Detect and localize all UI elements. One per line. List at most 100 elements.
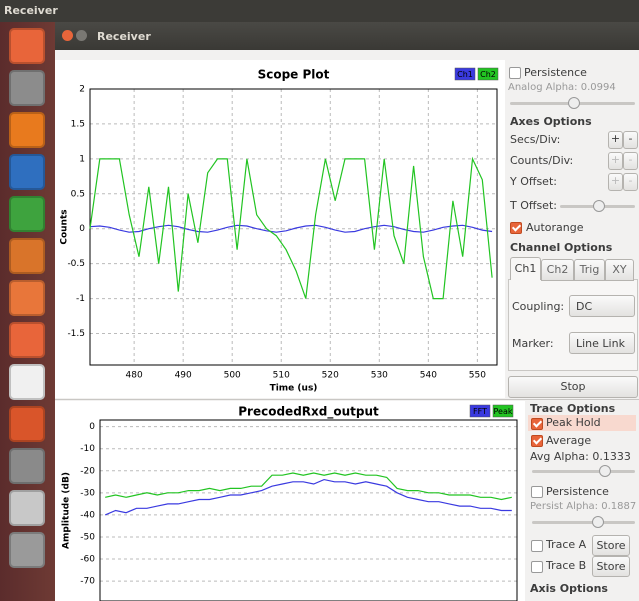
tab[interactable]: Ch2 (541, 259, 574, 281)
highlight (528, 415, 636, 431)
plus-button[interactable]: + (608, 173, 623, 191)
series-line (89, 224, 493, 233)
launcher-icon[interactable] (9, 364, 45, 400)
y-axis-label: Counts (60, 209, 70, 244)
label: Marker: (512, 337, 554, 350)
launcher-icon[interactable] (9, 448, 45, 484)
checkbox[interactable] (531, 561, 543, 573)
stop-button[interactable]: Stop (508, 376, 638, 398)
label: Persistence (546, 485, 609, 498)
y-tick-label: 0.5 (71, 189, 85, 199)
section-title: Axis Options (530, 582, 608, 595)
y-tick-label: 2 (79, 85, 85, 95)
legend-label: Ch2 (480, 70, 496, 79)
x-tick-label: 510 (273, 371, 290, 381)
checkbox[interactable] (531, 435, 543, 447)
checkbox[interactable] (531, 540, 543, 552)
close-button[interactable] (62, 30, 73, 41)
tab[interactable]: Trig (574, 259, 605, 281)
legend-label: Ch1 (457, 70, 473, 79)
y-tick-label: -1 (76, 294, 85, 304)
x-axis-label: Time (us) (270, 384, 318, 394)
label: Avg Alpha: 0.1333 (530, 450, 631, 463)
combobox[interactable]: DC (569, 295, 635, 317)
legend-label: Peak (494, 407, 513, 416)
y-tick-label: -60 (80, 555, 95, 565)
slider[interactable] (532, 516, 635, 528)
slider-knob[interactable] (568, 97, 580, 109)
launcher-icon[interactable] (9, 238, 45, 274)
minus-button[interactable]: - (623, 152, 638, 170)
plus-button[interactable]: + (608, 152, 623, 170)
scope-plot-bg (55, 60, 505, 398)
x-tick-label: 480 (126, 371, 143, 381)
launcher-icon[interactable] (9, 70, 45, 106)
checkbox[interactable] (509, 67, 521, 79)
plus-button[interactable]: + (608, 131, 623, 149)
label: Average (546, 434, 592, 447)
launcher-icon[interactable] (9, 196, 45, 232)
launcher-icon[interactable] (9, 154, 45, 190)
slider-knob[interactable] (592, 516, 604, 528)
y-axis-label: Amplitude (dB) (62, 472, 72, 549)
x-tick-label: 520 (322, 371, 339, 381)
section-title: Trace Options (530, 402, 616, 415)
x-tick-label: 550 (469, 371, 486, 381)
x-tick-label: 530 (371, 371, 388, 381)
window-title: Receiver (97, 30, 151, 43)
y-tick-label: -20 (80, 466, 95, 476)
legend-label: FFT (473, 407, 487, 416)
label: Secs/Div: (510, 133, 561, 146)
store-button[interactable]: Store (592, 556, 630, 577)
label: Trace B (546, 559, 587, 572)
tab[interactable]: XY (605, 259, 634, 281)
launcher-icon[interactable] (9, 532, 45, 568)
slider-knob[interactable] (599, 465, 611, 477)
legend-swatch (454, 67, 476, 81)
y-tick-label: 1.5 (71, 119, 85, 129)
checkbox[interactable] (510, 222, 522, 234)
y-tick-label: -70 (80, 577, 95, 587)
x-tick-label: 500 (224, 371, 241, 381)
x-tick-label: 540 (420, 371, 437, 381)
y-tick-label: -10 (80, 444, 95, 454)
launcher-icon[interactable] (9, 112, 45, 148)
top-bar-title: Receiver (4, 4, 58, 17)
slider[interactable] (532, 465, 635, 477)
minus-button[interactable]: - (623, 173, 638, 191)
checkbox[interactable] (531, 418, 543, 430)
launcher (0, 22, 55, 601)
legend-swatch (492, 404, 514, 418)
label: Trace A (546, 538, 587, 551)
window-titlebar (55, 22, 639, 50)
slider[interactable] (560, 200, 635, 212)
label: Y Offset: (510, 175, 557, 188)
y-tick-label: -30 (80, 488, 95, 498)
label: Persist Alpha: 0.1887 (530, 501, 637, 512)
series-line (89, 156, 493, 300)
launcher-icon[interactable] (9, 280, 45, 316)
store-button[interactable]: Store (592, 535, 630, 556)
launcher-icon[interactable] (9, 28, 45, 64)
launcher-icon[interactable] (9, 322, 45, 358)
launcher-icon[interactable] (9, 406, 45, 442)
y-tick-label: -1.5 (67, 329, 85, 339)
slider[interactable] (510, 97, 635, 109)
y-tick-label: 1 (79, 154, 85, 164)
top-bar (0, 0, 639, 22)
series-line (105, 472, 512, 501)
minimize-button[interactable] (76, 30, 87, 41)
checkbox[interactable] (531, 486, 543, 498)
label: Analog Alpha: 0.0994 (508, 82, 616, 93)
section-title: Axes Options (510, 115, 592, 128)
launcher-icon[interactable] (9, 490, 45, 526)
slider-knob[interactable] (593, 200, 605, 212)
legend-swatch (469, 404, 491, 418)
combobox[interactable]: Line Link (569, 332, 635, 354)
y-tick-label: -50 (80, 532, 95, 542)
label: Peak Hold (546, 416, 601, 429)
tab[interactable]: Ch1 (510, 257, 541, 280)
minus-button[interactable]: - (623, 131, 638, 149)
